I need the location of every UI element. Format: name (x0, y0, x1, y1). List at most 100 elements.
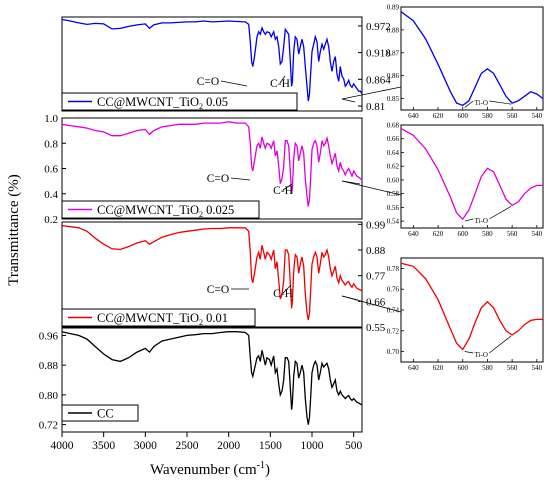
legend-label-main: CC@MWCNT_TiO (97, 203, 199, 217)
inset-arrow-right (489, 335, 512, 354)
panel-p3: 0.99 0.88 0.77 0.66 0.55 CC@MWCNT_TiO2 0.01 C=… (61, 219, 386, 334)
inset-tio-label: Ti-O (475, 99, 488, 107)
legend-p4: CC (61, 404, 139, 422)
right-tick-label: 0.864 (366, 74, 391, 86)
right-tick-label: 0.66 (366, 296, 386, 308)
legend-box (61, 308, 256, 327)
x-axis-title-main: Wavenumber (cm (150, 462, 257, 478)
annotation-arrow (282, 284, 292, 294)
connector-cap (341, 180, 361, 185)
legend-label-tail: 0.05 (203, 95, 228, 109)
inset-y-tick-label: 0.70 (387, 348, 400, 356)
legend-p2: CC@MWCNT_TiO2 0.025 (61, 200, 260, 219)
peak-annotation-co: C=O (207, 284, 229, 296)
spectrum-line (61, 224, 363, 321)
right-tick-label: 0.99 (366, 219, 386, 231)
x-tick-label: 500 (345, 440, 363, 452)
right-tick-label: 0.81 (366, 101, 385, 113)
legend-label: CC (97, 407, 114, 421)
legend-label: CC@MWCNT_TiO2 0.01 (97, 311, 228, 327)
inset-y-tick-label: 0.60 (387, 176, 400, 184)
inset-x-tick-label: 580 (482, 112, 493, 120)
inset-p1: 0.85 0.86 0.87 0.88 0.89 640 620 600 580 560 540 Ti… (387, 4, 544, 120)
left-tick-label: 1.0 (44, 113, 58, 125)
legend-label-sub: 2 (199, 210, 203, 219)
inset-tio-label: Ti-O (475, 217, 488, 225)
panel-p1: 0.972 0.918 0.864 0.81 CC@MWCNT_TiO2 0.05 C=O… (61, 16, 391, 113)
x-axis-title-sup: -1 (257, 460, 265, 471)
inset-y-tick-label: 0.85 (387, 95, 400, 103)
legend-label-tail: 0.025 (203, 203, 234, 217)
legend-label-tail: 0.01 (203, 311, 228, 325)
inset-arrow-right (489, 206, 512, 220)
right-tick-label: 0.972 (366, 21, 391, 33)
inset-y-tick-label: 0.64 (387, 149, 400, 157)
right-tick-label: 0.918 (366, 48, 391, 60)
legend-label-main: CC@MWCNT_TiO (97, 95, 199, 109)
inset-y-tick-label: 0.72 (387, 327, 400, 335)
x-tick-label: 4000 (51, 440, 74, 452)
inset-frame (400, 124, 544, 229)
x-tick-label: 1500 (259, 440, 282, 452)
right-tick-label: 0.55 (366, 322, 386, 334)
legend-label: CC@MWCNT_TiO2 0.025 (97, 203, 234, 219)
inset-x-tick-label: 540 (532, 112, 543, 120)
x-tick-label: 1000 (301, 440, 324, 452)
left-tick-label: 0.72 (39, 420, 58, 432)
inset-spectrum-line (400, 262, 543, 351)
connector-line (341, 86, 402, 100)
panel-p4: 0.96 0.88 0.80 0.72 CC (39, 327, 363, 433)
legend-label-main: CC (97, 407, 114, 421)
inset-p2: 0.54 0.56 0.58 0.60 0.62 0.64 0.66 0.68 640 620 60… (387, 122, 544, 238)
inset-plots: 0.85 0.86 0.87 0.88 0.89 640 620 600 580 560 540 Ti… (387, 4, 544, 372)
legend-box (61, 92, 298, 111)
inset-y-tick-label: 0.66 (387, 135, 400, 143)
connector-cap (341, 295, 359, 301)
inset-spectrum-line (400, 127, 543, 221)
left-tick-label: 0.8 (44, 138, 58, 150)
peak-annotation-co: C=O (197, 76, 219, 88)
inset-y-tick-label: 0.62 (387, 163, 400, 171)
left-tick-label: 0.96 (39, 330, 59, 342)
inset-y-tick-label: 0.68 (387, 122, 400, 130)
panel-frame (61, 221, 363, 328)
x-tick-label: 3500 (92, 440, 115, 452)
left-tick-label: 0.80 (39, 390, 59, 402)
inset-tio-label: Ti-O (475, 351, 488, 359)
inset-arrow-left (464, 218, 474, 222)
legend-label-sub: 2 (199, 102, 203, 111)
annotation-arrow (230, 177, 251, 181)
x-axis-title-close: ) (265, 462, 270, 478)
inset-x-tick-label: 620 (433, 230, 444, 238)
inset-x-tick-label: 560 (507, 230, 518, 238)
inset-x-tick-label: 540 (532, 230, 543, 238)
inset-x-tick-label: 580 (482, 230, 493, 238)
annotation-arrow (220, 80, 248, 87)
inset-x-tick-label: 640 (408, 112, 419, 120)
connector-cap (341, 98, 356, 103)
inset-arrow-right (489, 100, 512, 105)
inset-y-tick-label: 0.58 (387, 190, 400, 198)
x-tick-label: 2500 (176, 440, 199, 452)
inset-x-tick-label: 580 (482, 364, 493, 372)
annotation-arrow (279, 75, 286, 84)
inset-y-tick-label: 0.87 (387, 49, 400, 57)
x-axis-title: Wavenumber (cm-1) (150, 460, 270, 478)
panel-frame (61, 327, 363, 433)
left-tick-label: 0.4 (44, 189, 58, 201)
inset-x-tick-label: 600 (457, 112, 468, 120)
spectrum-line (61, 18, 363, 102)
peak-annotation-co: C=O (207, 173, 229, 185)
inset-y-tick-label: 0.74 (387, 307, 400, 315)
x-tick-label: 3000 (134, 440, 157, 452)
annotation-arrow (282, 183, 293, 191)
inset-x-tick-label: 640 (408, 364, 419, 372)
inset-x-tick-label: 600 (457, 364, 468, 372)
inset-p3: 0.70 0.72 0.74 0.76 0.78 640 620 600 580 560 540 Ti… (387, 257, 544, 372)
y-axis-title: Transmittance (%) (6, 174, 22, 286)
spectrum-line (61, 121, 363, 207)
legend-p1: CC@MWCNT_TiO2 0.05 (61, 92, 298, 111)
